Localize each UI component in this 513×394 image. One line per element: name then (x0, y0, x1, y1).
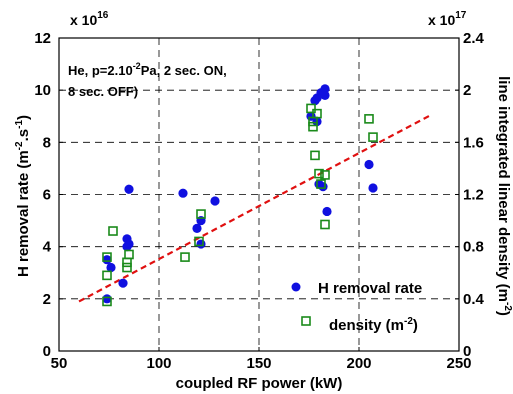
legend-label-h-removal: H removal rate (318, 280, 422, 297)
x-tick-label: 200 (346, 355, 371, 372)
density-point (180, 252, 190, 262)
y-left-tick-label: 8 (43, 134, 51, 151)
density-point (102, 270, 112, 281)
density-point (320, 170, 330, 180)
y-left-tick-label: 2 (43, 291, 51, 308)
y-axis-left-label: H removal rate (m-2.s-1) (14, 115, 32, 277)
h-removal-point (102, 255, 112, 265)
density-point (194, 236, 204, 247)
h-removal-point (210, 196, 220, 206)
density-point (102, 296, 112, 307)
density-point (124, 249, 134, 260)
h-removal-point (196, 239, 206, 249)
x-tick-label: 250 (446, 355, 471, 372)
annotation-line-1: He, p=2.10-2Pa, 2 sec. ON, (68, 61, 227, 78)
y-axis-right-label: line integrated linear density (m-2) (495, 76, 513, 316)
y-left-tick-label: 10 (34, 82, 51, 99)
left-exponent: x 1016 (70, 10, 109, 28)
h-removal-point (322, 206, 332, 217)
trend-line-group (78, 113, 432, 303)
y-left-tick-label: 6 (43, 187, 51, 204)
legend-marker-density (301, 316, 311, 326)
right-exponent: x 1017 (428, 10, 467, 28)
density-point (306, 103, 316, 114)
density-point (102, 252, 112, 262)
y-right-tick-label: 0.4 (463, 291, 485, 308)
y-right-tick-label: 0.8 (463, 239, 484, 256)
h-removal-point (124, 184, 134, 194)
density-point (108, 226, 118, 236)
y-right-tick-label: 1.6 (463, 134, 484, 151)
density-point (316, 179, 326, 189)
density-point (364, 114, 374, 124)
h-removal-point (320, 90, 330, 100)
h-removal-point (320, 84, 330, 94)
y-right-tick-label: 1.2 (463, 187, 484, 204)
h-removal-point (106, 262, 116, 273)
y-left-tick-label: 0 (43, 343, 51, 360)
density-point (320, 219, 330, 230)
density-point (308, 121, 318, 132)
h-removal-point (102, 294, 112, 304)
density-point (368, 132, 378, 142)
legend: H removal rate density (m-2) (291, 280, 422, 334)
density-point (196, 209, 206, 219)
data-points (102, 84, 378, 307)
x-tick-label: 100 (146, 355, 171, 372)
h-removal-point (178, 188, 188, 198)
legend-marker-h-removal (291, 282, 301, 292)
h-removal-point (364, 159, 374, 170)
y-right-tick-label: 0 (463, 343, 471, 360)
axis-ticks (58, 37, 460, 352)
x-tick-label: 150 (246, 355, 271, 372)
annotation-line-2: 8 sec. OFF) (68, 84, 138, 99)
y-left-tick-label: 12 (34, 30, 51, 47)
h-removal-point (192, 223, 202, 234)
density-point (122, 257, 132, 268)
y-right-tick-label: 2.4 (463, 30, 485, 47)
x-axis-label: coupled RF power (kW) (176, 375, 343, 392)
x-tick-label: 50 (51, 355, 68, 372)
h-removal-point (124, 239, 134, 249)
density-point (314, 168, 324, 179)
legend-label-density: density (m-2) (329, 316, 418, 334)
h-removal-point (118, 278, 128, 288)
density-point (312, 108, 322, 119)
density-point (310, 150, 320, 161)
h-removal-point (368, 183, 378, 193)
y-left-tick-label: 4 (43, 239, 52, 256)
y-right-tick-label: 2 (463, 82, 471, 99)
h-removal-point (318, 182, 328, 192)
trend-line (78, 113, 432, 303)
density-point (122, 262, 132, 273)
